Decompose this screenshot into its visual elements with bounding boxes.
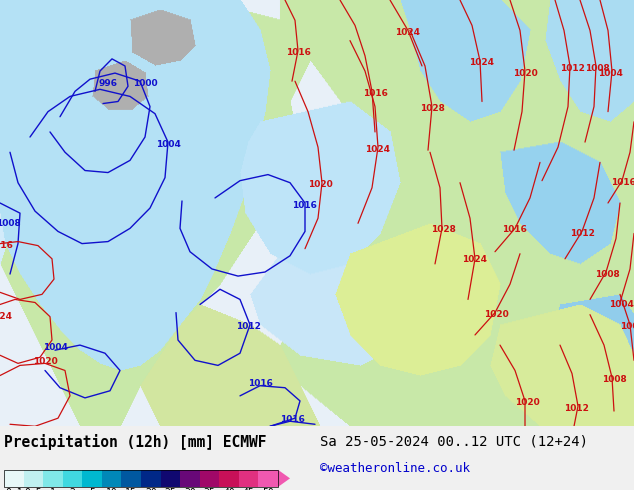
Text: 10: 10 — [106, 489, 117, 490]
Text: 40: 40 — [223, 489, 235, 490]
Text: 1004: 1004 — [155, 140, 181, 148]
Text: 1016: 1016 — [0, 241, 13, 250]
Text: 1004: 1004 — [609, 300, 633, 309]
Text: 1016: 1016 — [501, 225, 526, 234]
Text: 1020: 1020 — [484, 310, 508, 319]
Bar — [239, 470, 259, 487]
Text: 1004: 1004 — [42, 343, 67, 352]
Text: 1024: 1024 — [396, 28, 420, 37]
Text: 1016: 1016 — [363, 89, 387, 98]
Polygon shape — [278, 470, 290, 487]
Bar — [141, 470, 160, 487]
Text: Precipitation (12h) [mm] ECMWF: Precipitation (12h) [mm] ECMWF — [4, 435, 266, 450]
Text: 2: 2 — [70, 489, 75, 490]
Text: 1: 1 — [50, 489, 56, 490]
Text: 1016: 1016 — [280, 415, 304, 424]
Bar — [102, 470, 122, 487]
Text: 1012: 1012 — [564, 404, 588, 413]
Bar — [200, 470, 219, 487]
Bar — [63, 470, 82, 487]
Text: 1020: 1020 — [515, 398, 540, 408]
Text: Sa 25-05-2024 00..12 UTC (12+24): Sa 25-05-2024 00..12 UTC (12+24) — [320, 435, 588, 448]
Text: 996: 996 — [98, 79, 117, 88]
Text: ©weatheronline.co.uk: ©weatheronline.co.uk — [320, 462, 470, 475]
Text: 35: 35 — [204, 489, 216, 490]
Text: 1016: 1016 — [285, 49, 311, 57]
Bar — [122, 470, 141, 487]
Text: 25: 25 — [164, 489, 176, 490]
Text: 1024: 1024 — [470, 58, 495, 68]
Text: 1024: 1024 — [462, 255, 488, 264]
Text: 30: 30 — [184, 489, 196, 490]
Text: 1020: 1020 — [307, 180, 332, 189]
Text: 1008: 1008 — [0, 219, 20, 228]
Text: 1004: 1004 — [619, 322, 634, 331]
Bar — [43, 470, 63, 487]
Text: 1000: 1000 — [133, 79, 157, 88]
Text: 0.1: 0.1 — [5, 489, 23, 490]
Bar — [4, 470, 278, 487]
Bar — [160, 470, 180, 487]
Bar — [180, 470, 200, 487]
Text: 1012: 1012 — [569, 229, 595, 238]
Text: 1020: 1020 — [513, 69, 538, 77]
Text: 1024: 1024 — [365, 145, 391, 154]
Text: 1004: 1004 — [598, 69, 623, 77]
Text: 1028: 1028 — [420, 104, 444, 113]
Text: 45: 45 — [243, 489, 254, 490]
Text: 1020: 1020 — [32, 357, 57, 366]
Text: 1016: 1016 — [247, 379, 273, 388]
Text: 1016: 1016 — [292, 200, 316, 210]
Text: 50: 50 — [262, 489, 274, 490]
Text: 0.5: 0.5 — [25, 489, 42, 490]
Bar — [23, 470, 43, 487]
Bar — [4, 470, 23, 487]
Bar — [219, 470, 239, 487]
Text: 15: 15 — [126, 489, 137, 490]
Text: 5: 5 — [89, 489, 95, 490]
Text: 20: 20 — [145, 489, 157, 490]
Text: 1024: 1024 — [0, 312, 13, 321]
Text: 1012: 1012 — [560, 64, 585, 73]
Text: 1028: 1028 — [430, 225, 455, 234]
Bar — [259, 470, 278, 487]
Text: 1008: 1008 — [602, 375, 626, 384]
Text: 1016: 1016 — [611, 178, 634, 187]
Bar — [82, 470, 102, 487]
Text: 1008: 1008 — [585, 64, 609, 73]
Text: 1012: 1012 — [236, 322, 261, 331]
Text: 1008: 1008 — [595, 270, 619, 278]
